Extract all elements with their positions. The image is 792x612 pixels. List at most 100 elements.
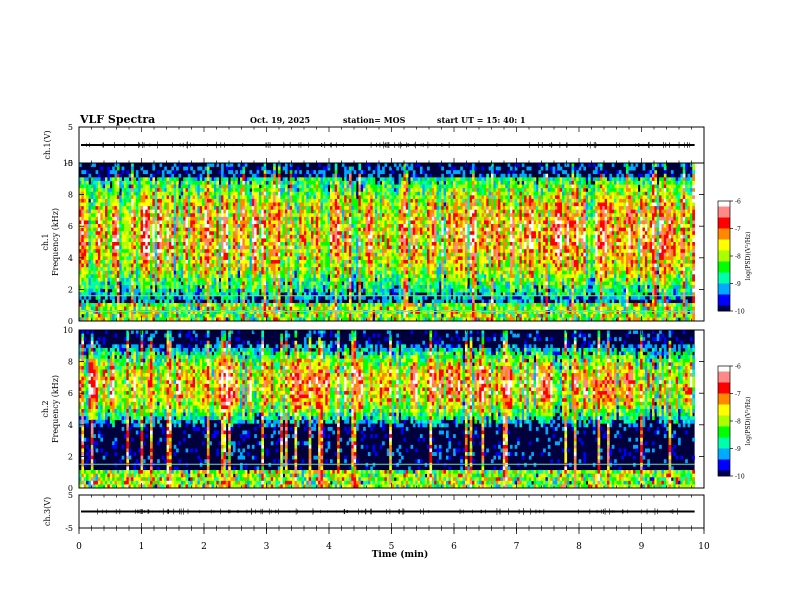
spectrogram-cell [353, 313, 357, 318]
spectrogram-cell [221, 263, 224, 268]
spectrogram-cell [299, 209, 302, 214]
spectrogram-cell [266, 252, 269, 257]
spectrogram-cell [280, 310, 283, 315]
spectrogram-cell [128, 238, 132, 243]
spectrogram-cell [339, 306, 343, 311]
spectrogram-cell [329, 270, 333, 275]
spectrogram-cell [135, 259, 139, 264]
spectrogram-cell [356, 213, 359, 218]
spectrogram-cell [273, 195, 276, 200]
spectrogram-cell [185, 234, 189, 239]
spectrogram-cell [81, 191, 85, 196]
spectrogram-cell [83, 177, 87, 182]
spectrogram-cell [178, 184, 182, 189]
spectrogram-cell [176, 191, 179, 196]
spectrogram-cell [292, 242, 295, 246]
spectrogram-cell [133, 177, 137, 182]
spectrogram-cell [344, 245, 347, 250]
spectrogram-cell [192, 259, 196, 264]
spectrogram-cell [308, 270, 312, 275]
spectrogram-cell [258, 310, 262, 315]
spectrogram-cell [145, 202, 148, 207]
spectrogram-cell [282, 249, 286, 254]
spectrogram-cell [128, 313, 132, 318]
spectrogram-cell [313, 245, 317, 250]
spectrogram-cell [86, 274, 89, 279]
spectrogram-cell [145, 270, 148, 275]
spectrogram-cell [258, 263, 262, 268]
spectrogram-cell [237, 285, 241, 289]
spectrogram-cell [275, 213, 279, 218]
spectrogram-cell [277, 288, 281, 293]
spectrogram-cell [292, 234, 295, 239]
spectrogram-cell [90, 234, 94, 239]
spectrogram-cell [183, 249, 186, 254]
spectrogram-cell [112, 180, 115, 185]
spectrogram-cell [348, 180, 352, 185]
spectrogram-cell [159, 209, 163, 214]
spectrogram-cell [135, 270, 139, 275]
spectrogram-cell [282, 213, 286, 218]
spectrogram-cell [223, 281, 227, 286]
spectrogram-cell [178, 245, 182, 250]
spectrogram-cell [249, 245, 253, 250]
spectrogram-cell [280, 256, 283, 261]
spectrogram-cell [247, 270, 250, 275]
spectrogram-cell [140, 274, 144, 279]
spectrogram-cell [133, 303, 137, 307]
spectrogram-cell [306, 242, 309, 246]
spectrogram-cell [230, 245, 234, 250]
spectrogram-cell [289, 234, 293, 239]
spectrogram-cell [157, 177, 160, 182]
spectrogram-cell [93, 285, 96, 289]
spectrogram-cell [235, 274, 238, 279]
spectrogram-cell [133, 227, 137, 232]
spectrogram-cell [344, 191, 347, 196]
spectrogram-cell [195, 188, 198, 193]
spectrogram-cell [287, 288, 291, 293]
spectrogram-cell [154, 231, 158, 236]
spectrogram-cell [147, 270, 151, 275]
spectrogram-cell [353, 295, 357, 300]
spectrogram-cell [280, 195, 283, 200]
spectrogram-cell [218, 184, 222, 189]
spectrogram-cell [95, 252, 99, 257]
spectrogram-cell [166, 224, 170, 228]
spectrogram-cell [315, 288, 319, 293]
spectrogram-cell [86, 184, 89, 189]
spectrogram-cell [296, 188, 300, 193]
spectrogram-cell [83, 303, 87, 307]
spectrogram-cell [105, 188, 108, 193]
spectrogram-cell [344, 177, 347, 182]
spectrogram-cell [112, 184, 115, 189]
spectrogram-cell [344, 317, 347, 322]
spectrogram-cell [107, 256, 111, 261]
spectrogram-cell [235, 245, 238, 250]
spectrogram-cell [114, 292, 118, 297]
spectrogram-cell [95, 292, 99, 297]
spectrogram-cell [142, 224, 146, 228]
spectrogram-cell [351, 252, 354, 257]
spectrogram-cell [152, 234, 156, 239]
spectrogram-cell [183, 267, 186, 272]
spectrogram-cell [114, 227, 118, 232]
spectrogram-cell [109, 281, 113, 286]
spectrogram-cell [360, 184, 364, 189]
spectrogram-cell [320, 180, 324, 185]
spectrogram-cell [320, 173, 324, 178]
spectrogram-cell [178, 274, 182, 279]
spectrogram-cell [270, 274, 274, 279]
spectrogram-cell [131, 163, 134, 167]
spectrogram-cell [277, 295, 281, 300]
spectrogram-cell [197, 306, 201, 311]
spectrogram-cell [190, 198, 193, 203]
spectrogram-cell [183, 306, 186, 311]
spectrogram-cell [225, 267, 229, 272]
spectrogram-cell [337, 213, 340, 218]
spectrogram-cell [339, 220, 343, 225]
spectrogram-cell [161, 242, 165, 246]
spectrogram-cell [218, 188, 222, 193]
spectrogram-cell [353, 317, 357, 322]
spectrogram-cell [81, 231, 85, 236]
spectrogram-cell [81, 267, 85, 272]
